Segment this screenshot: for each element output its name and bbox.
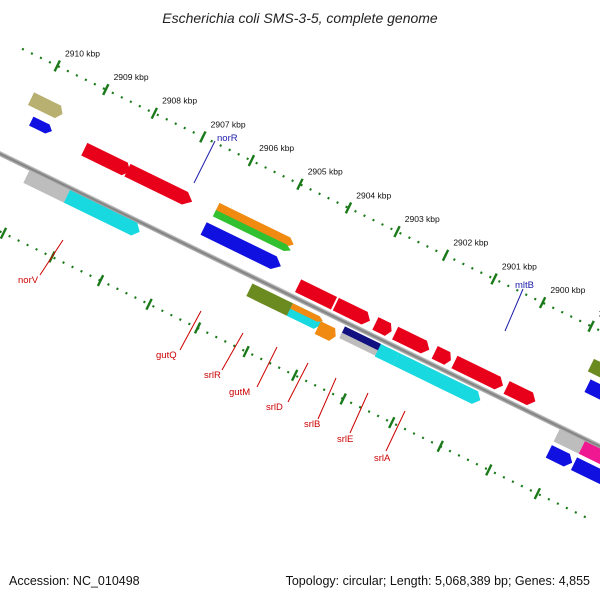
kbp-label: 2904 kbp [356,190,391,200]
kbp-label: 2908 kbp [162,96,197,106]
gene-red-6 [392,326,430,354]
inner-major-tick [290,369,299,382]
label-leaders [39,140,524,452]
gene-red-5 [372,317,392,336]
norV-leader [39,239,64,276]
gene-labels: norR mltB norV gutQ srlR gutM srlD srlB … [18,133,534,464]
gutM-leader [256,346,278,388]
srlE-leader [349,392,369,434]
gene-label-srlD: srlD [266,402,283,413]
gene-srlD-navy [340,326,383,353]
inner-major-tick [193,322,202,334]
gene-srlR-orange [290,303,324,322]
genome-backbone [0,139,600,461]
kbp-major-tick [538,296,547,309]
gene-red-1 [81,142,131,176]
kbp-major-tick [441,249,450,262]
kbp-major-tick [102,83,110,96]
kbp-labels: 2910 kbp 2909 kbp 2908 kbp 2907 kbp 2906 kbp… [65,48,600,319]
kbp-major-tick [393,225,401,238]
inner-major-tick [485,464,493,476]
kbp-label: 2902 kbp [453,238,488,248]
gene-srlB-cyan [374,343,399,366]
srlD-leader [287,362,309,403]
gene-blue-right-1 [545,445,573,467]
kbp-major-tick [344,202,353,214]
gene-norV-cyan [63,190,140,236]
gene-khaki-far-left [27,92,63,119]
inner-major-tick [533,487,542,500]
gene-red-9 [503,381,536,406]
mltB-leader [504,288,524,332]
kbp-label: 2903 kbp [405,214,440,224]
gene-label-srlE: srlE [337,434,353,445]
gene-label-norR: norR [217,133,238,144]
kbp-major-tick [53,59,61,72]
inner-major-tick [145,298,153,311]
srlA-leader [385,410,406,452]
kbp-label: 2901 kbp [502,261,537,271]
gene-gutM-orange [314,321,336,341]
gene-label-srlR: srlR [204,370,221,381]
norR-leader [193,140,216,184]
gene-label-mltB: mltB [515,280,534,291]
srlB-leader [317,377,337,420]
map-title: Escherichia coli SMS-3-5, complete genom… [162,10,438,26]
gene-label-gutM: gutM [229,387,250,398]
kbp-label: 2900 kbp [550,285,585,295]
reverse-strand-features [23,170,600,489]
gene-red-4 [332,297,370,325]
gene-label-norV: norV [18,275,39,286]
gene-srlD-grey [339,332,381,356]
gutQ-leader [179,310,202,351]
inner-major-tick [242,345,250,358]
gene-gutQ-olive [246,283,295,316]
inner-major-tick [388,416,396,429]
gene-grey-right [553,428,586,454]
gene-red-7 [431,346,451,365]
kbp-label: 2909 kbp [114,72,149,82]
inner-major-tick [436,440,444,453]
gene-label-srlA: srlA [374,453,391,464]
gene-blue-far-left [29,116,52,134]
gene-red-2 [124,163,193,205]
kbp-major-tick [247,154,256,167]
gene-grey-left [23,170,70,203]
gene-blue-2 [584,379,600,417]
kbp-major-tick [296,178,304,191]
kbp-major-tick [587,320,595,333]
inner-major-tick [339,393,347,405]
inner-major-tick [0,227,8,240]
gene-srlE-cyan [392,352,443,386]
kbp-major-tick [199,130,207,143]
gene-magenta-right [578,441,600,473]
kbp-label: 2906 kbp [259,143,294,153]
inner-tick-scale [0,204,594,522]
genome-summary-text: Topology: circular; Length: 5,068,389 bp… [285,574,590,588]
accession-text: Accession: NC_010498 [9,574,140,588]
major-ticks [53,59,595,333]
gene-blue-right-2 [570,457,600,489]
kbp-major-tick [150,107,159,120]
gene-blue-1 [200,222,281,269]
kbp-major-tick [490,273,498,285]
kbp-label: 2907 kbp [211,119,246,129]
gene-red-8 [451,355,503,390]
gene-norR-green [212,210,291,251]
srlR-leader [221,332,244,371]
kbp-label: 2899 kbp [599,309,600,319]
inner-major-tick [96,274,105,287]
kbp-label: 2905 kbp [308,167,343,177]
gene-red-3 [295,279,338,310]
gene-label-srlB: srlB [304,419,320,430]
genome-strand-frame: 2910 kbp 2909 kbp 2908 kbp 2907 kbp 2906 kbp… [0,47,600,522]
gene-srlA-cyan [434,372,481,404]
gene-label-gutQ: gutQ [156,350,177,361]
gene-norR-orange [215,202,294,247]
kbp-label: 2910 kbp [65,48,100,58]
